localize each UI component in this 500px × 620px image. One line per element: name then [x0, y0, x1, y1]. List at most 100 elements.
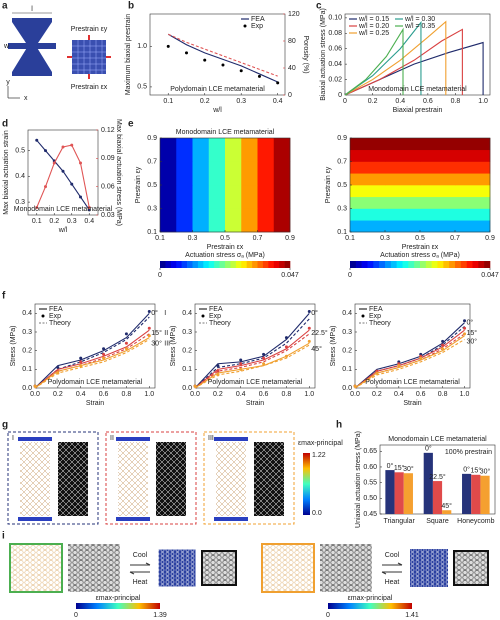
- curve-label: 0°: [151, 309, 158, 317]
- y-axis-label: Prestrain εy: [325, 166, 332, 203]
- x-tick-label: 0.6: [99, 391, 109, 398]
- fea-line: [194, 342, 310, 389]
- exp-point: [441, 347, 445, 351]
- heat-cell: [225, 138, 242, 162]
- x-tick-label: 0.6: [423, 98, 433, 105]
- colorbar-segment: [443, 261, 450, 268]
- exp-point: [193, 384, 197, 388]
- case-label: III: [208, 435, 214, 442]
- heat-cell: [273, 185, 291, 209]
- y-tick-label: 0.06: [328, 46, 342, 53]
- bar: [480, 475, 490, 514]
- plot-frame: [27, 129, 99, 216]
- fea-sample: [216, 442, 246, 516]
- annotation: Monodomain LCE metamaterial: [14, 206, 113, 213]
- series-point: [221, 63, 225, 67]
- y-tick-label: 0.0: [22, 385, 32, 392]
- case-frame: [7, 431, 99, 525]
- fea-line: [34, 337, 150, 389]
- exp-sample: [254, 442, 284, 516]
- colorbar-segment: [225, 261, 231, 268]
- x-tick-label: 1.0: [460, 391, 470, 398]
- y-tick-label: 0.7: [147, 158, 157, 165]
- x-tick-label: 0.2: [53, 391, 63, 398]
- bar: [442, 510, 452, 514]
- legend-swatch: [41, 314, 45, 318]
- colorbar-segment: [355, 261, 362, 268]
- heat-cell: [420, 208, 456, 221]
- colorbar-segment: [279, 261, 285, 268]
- curve-label: 45°: [311, 345, 322, 353]
- heat-cell: [455, 173, 491, 186]
- colorbar-label: εmax-principal: [298, 440, 343, 447]
- y2-tick-label: 0.06: [101, 184, 115, 191]
- x-tick-label: Triangular: [384, 518, 416, 525]
- bar: [385, 470, 395, 514]
- x-tick-label: 0.0: [190, 391, 200, 398]
- exp-point: [441, 339, 445, 343]
- colorbar-segment: [230, 261, 237, 268]
- y-tick-label: 0.04: [328, 61, 342, 68]
- y-axis-label: Uniaxial actuation stress (MPa): [355, 431, 362, 528]
- x-tick-label: 0.4: [273, 98, 283, 105]
- y-tick-label: 0.5: [337, 182, 347, 189]
- legend-label: FEA: [251, 16, 265, 23]
- y2-tick-label: 0: [288, 92, 292, 99]
- colorbar-label: Actuation stress σₐ (MPa): [185, 252, 265, 259]
- x-tick-label: 0.4: [395, 98, 405, 105]
- curve-label: 30°: [151, 339, 162, 347]
- exp-point: [79, 356, 83, 360]
- panel-label: a: [2, 1, 8, 12]
- legend-label: Theory: [209, 320, 231, 327]
- y-tick-label: 0.50: [363, 495, 377, 502]
- plot-frame: [34, 303, 156, 389]
- x-tick-label: 0.4: [84, 218, 94, 225]
- fea-line: [194, 329, 310, 389]
- x-tick-label: 0.1: [155, 235, 165, 242]
- axis-label: x: [24, 95, 28, 102]
- heat-cell: [176, 185, 193, 209]
- cooled-lattice: [157, 548, 197, 588]
- legend-label: FEA: [49, 306, 63, 313]
- theory-line: [194, 318, 310, 389]
- x-tick-label: 0.4: [76, 391, 86, 398]
- y-tick-label: 0.0: [182, 385, 192, 392]
- heat-cell: [385, 138, 421, 151]
- x-axis-label: Strain: [403, 400, 421, 407]
- bar-label: 15°: [471, 467, 482, 475]
- theory-line: [354, 338, 465, 389]
- heat-cell: [420, 138, 456, 151]
- bar: [432, 481, 443, 514]
- legend-label: w/l = 0.25: [358, 30, 389, 37]
- y-axis-label: Stress (MPa): [10, 326, 17, 367]
- x-tick-label: 0.1: [163, 98, 173, 105]
- exp-point: [124, 341, 128, 345]
- x-tick-label: 1.0: [478, 98, 488, 105]
- colorbar-segment: [478, 261, 485, 268]
- colorbar-segment: [273, 261, 280, 268]
- series-point: [257, 74, 261, 78]
- heat-cell: [176, 208, 193, 233]
- y-tick-label: 0.02: [328, 76, 342, 83]
- y-tick-label: 0.1: [147, 229, 157, 236]
- colorbar-segment: [431, 261, 438, 268]
- annotation: Polydomain LCE metamaterial: [208, 379, 303, 386]
- heat-cell: [385, 196, 421, 209]
- series-point: [44, 149, 47, 153]
- plot-frame: [354, 303, 471, 389]
- heat-cell: [420, 185, 456, 198]
- legend-label: w/l = 0.20: [358, 23, 389, 30]
- series-point: [70, 182, 74, 186]
- heat-cell: [350, 161, 386, 174]
- heat-cell: [160, 208, 177, 233]
- colorbar-segment: [252, 261, 258, 268]
- heat-cell: [420, 149, 456, 162]
- x-tick-label: Square: [426, 518, 449, 525]
- exp-point: [102, 347, 106, 351]
- exp-point: [216, 364, 220, 368]
- y2-tick-label: 80: [288, 38, 296, 45]
- theory-line: [34, 316, 150, 389]
- exp-point: [79, 360, 83, 364]
- legend-swatch: [243, 24, 247, 28]
- y-tick-label: 0.3: [15, 199, 25, 206]
